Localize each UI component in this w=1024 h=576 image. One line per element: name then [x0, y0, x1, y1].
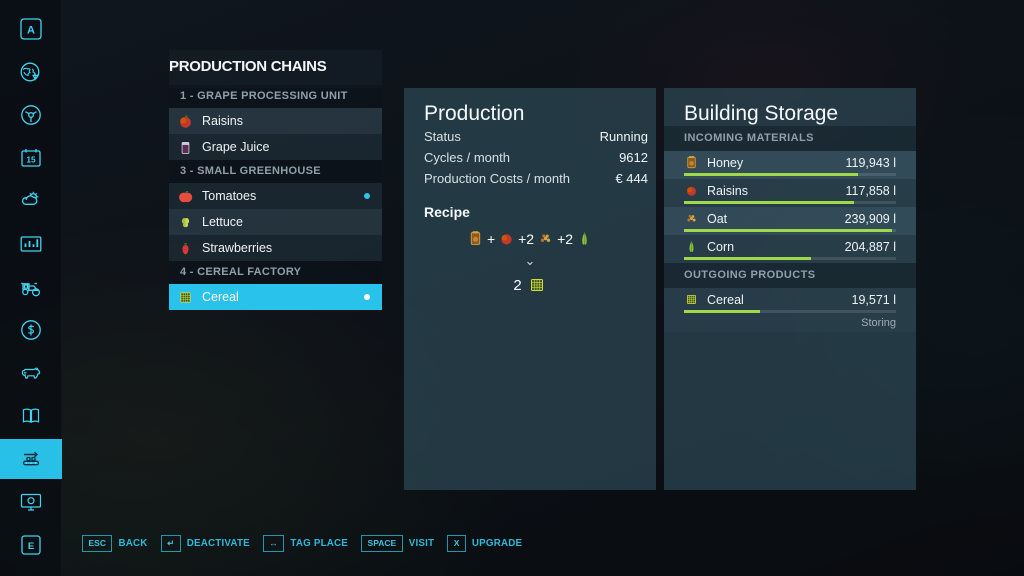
svg-text:E: E	[28, 541, 34, 552]
svg-text:15: 15	[26, 155, 36, 165]
svg-text:A: A	[27, 25, 35, 37]
